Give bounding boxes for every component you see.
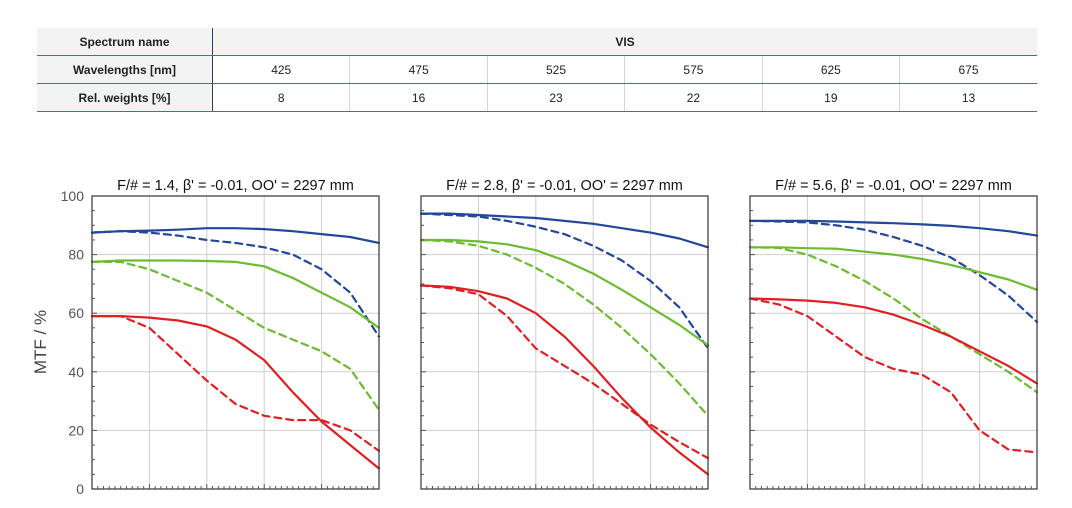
- wavelength-cell: 575: [624, 55, 763, 84]
- weights-row: Rel. weights [%] 8 16 23 22 19 13: [37, 83, 1037, 112]
- mtf-curve-green-solid: [419, 238, 710, 347]
- y-axis-label: MTF / %: [31, 310, 50, 374]
- mtf-panel-1: F/# = 1.4, β' = -0.01, OO' = 2297 mm: [90, 178, 381, 490]
- y-tick-label: 40: [68, 364, 84, 380]
- mtf-curve-red-dashed: [419, 284, 710, 460]
- y-tick-label: 0: [76, 481, 84, 497]
- mtf-curve-green-dashed: [419, 238, 710, 417]
- plot-frame: [749, 195, 1038, 490]
- mtf-panel-2: F/# = 2.8, β' = -0.01, OO' = 2297 mm: [419, 178, 710, 490]
- weight-cell: 16: [349, 83, 488, 112]
- mtf-curve-green-solid: [748, 246, 1039, 291]
- mtf-curve-green-dashed: [90, 260, 381, 411]
- wavelength-cell: 675: [899, 55, 1037, 84]
- mtf-curve-red-solid: [90, 315, 381, 470]
- weight-cell: 22: [624, 83, 763, 112]
- wavelengths-label: Wavelengths [nm]: [37, 55, 213, 84]
- mtf-curve-blue-dashed: [748, 219, 1039, 324]
- y-tick-label: 60: [68, 305, 84, 321]
- weight-cell: 13: [899, 83, 1037, 112]
- y-tick-label: 100: [61, 188, 85, 204]
- mtf-panel-3: F/# = 5.6, β' = -0.01, OO' = 2297 mm: [748, 178, 1039, 490]
- spectrum-table: Spectrum name VIS Wavelengths [nm] 425 4…: [37, 28, 1037, 112]
- mtf-curve-red-solid: [748, 297, 1039, 385]
- weights-label: Rel. weights [%]: [37, 83, 213, 112]
- spectrum-name-row: Spectrum name VIS: [37, 28, 1037, 56]
- mtf-curve-red-solid: [419, 284, 710, 476]
- panel-title: F/# = 5.6, β' = -0.01, OO' = 2297 mm: [775, 178, 1012, 194]
- weight-cell: 8: [212, 83, 351, 112]
- mtf-curve-blue-dashed: [419, 212, 710, 350]
- panel-title: F/# = 1.4, β' = -0.01, OO' = 2297 mm: [117, 178, 354, 194]
- wavelengths-row: Wavelengths [nm] 425 475 525 575 625 675: [37, 55, 1037, 84]
- mtf-curve-blue-solid: [90, 227, 381, 244]
- wavelength-cell: 625: [762, 55, 901, 84]
- mtf-curve-red-dashed: [748, 297, 1039, 454]
- wavelength-cell: 525: [487, 55, 626, 84]
- y-tick-label: 80: [68, 247, 84, 263]
- plot-frame: [91, 195, 380, 490]
- panel-title: F/# = 2.8, β' = -0.01, OO' = 2297 mm: [446, 178, 683, 194]
- weight-cell: 23: [487, 83, 626, 112]
- mtf-curve-blue-solid: [419, 212, 710, 249]
- weight-cell: 19: [762, 83, 901, 112]
- mtf-curve-blue-dashed: [90, 230, 381, 338]
- y-tick-label: 20: [68, 422, 84, 438]
- mtf-curve-green-solid: [90, 259, 381, 329]
- wavelength-cell: 425: [212, 55, 351, 84]
- spectrum-name-value: VIS: [212, 28, 1037, 56]
- mtf-curve-blue-solid: [748, 219, 1039, 237]
- wavelength-cell: 475: [349, 55, 488, 84]
- mtf-curve-green-dashed: [748, 246, 1039, 394]
- spectrum-name-label: Spectrum name: [37, 28, 213, 56]
- mtf-curve-red-dashed: [90, 315, 381, 452]
